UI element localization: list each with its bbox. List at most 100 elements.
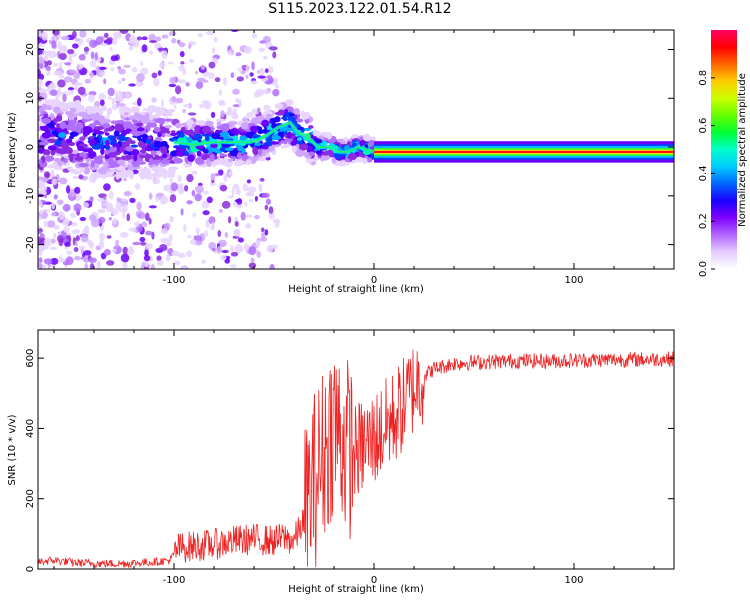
- noise-cell: [121, 77, 126, 82]
- noise-cell: [122, 262, 128, 269]
- noise-cell: [182, 266, 186, 269]
- noise-cell: [140, 241, 147, 246]
- noise-cell: [123, 64, 131, 68]
- noise-cell: [234, 229, 240, 237]
- spectral-cell: [326, 132, 333, 140]
- x-tick-label: -100: [163, 575, 186, 586]
- colorbar-label: Normalized spectral amplitude: [737, 73, 748, 227]
- spectral-cell: [93, 163, 100, 169]
- noise-cell: [182, 67, 187, 76]
- noise-cell: [263, 104, 271, 111]
- noise-cell: [251, 61, 255, 71]
- noise-cell: [88, 242, 95, 249]
- noise-cell: [237, 237, 244, 243]
- noise-cell: [163, 222, 171, 229]
- noise-cell: [38, 73, 45, 81]
- noise-cell: [50, 257, 59, 265]
- spectral-cell: [196, 150, 202, 157]
- noise-cell: [161, 49, 168, 59]
- spectral-cell: [147, 106, 157, 113]
- noise-cell: [200, 64, 206, 71]
- spectral-cell: [368, 139, 375, 147]
- spectral-cell: [232, 135, 239, 141]
- noise-cell: [52, 232, 57, 239]
- noise-cell: [110, 55, 118, 62]
- spectral-cell: [76, 103, 82, 110]
- noise-cell: [269, 264, 275, 269]
- spectral-cell: [209, 153, 215, 162]
- noise-cell: [136, 73, 145, 83]
- noise-cell: [232, 183, 240, 190]
- noise-cell: [157, 47, 166, 51]
- spectral-cell: [154, 155, 165, 160]
- spectral-cell: [82, 116, 92, 120]
- noise-cell: [46, 85, 51, 93]
- noise-cell: [165, 240, 172, 247]
- spectral-cell: [109, 136, 115, 141]
- noise-cell: [195, 81, 204, 90]
- noise-cell: [43, 238, 53, 247]
- spectral-cell: [303, 127, 311, 131]
- noise-cell: [56, 199, 64, 205]
- noise-cell: [78, 245, 86, 250]
- noise-cell: [139, 213, 146, 219]
- noise-cell: [211, 247, 216, 252]
- noise-cell: [268, 206, 274, 214]
- noise-cell: [69, 69, 77, 74]
- noise-cell: [109, 190, 114, 200]
- y-tick-label: 600: [25, 349, 36, 368]
- noise-cell: [97, 198, 105, 202]
- noise-cell: [100, 43, 108, 47]
- colorbar-tick-label: 0.6: [698, 118, 709, 134]
- noise-cell: [151, 72, 158, 79]
- spectral-cell: [97, 107, 104, 115]
- noise-cell: [220, 255, 227, 261]
- spectral-cell: [139, 161, 146, 165]
- noise-cell: [183, 185, 189, 192]
- spectral-cell: [58, 132, 67, 139]
- spectral-cell: [366, 157, 373, 163]
- noise-cell: [232, 88, 240, 95]
- noise-cell: [224, 232, 229, 238]
- spectral-cell: [160, 132, 166, 138]
- noise-cell: [258, 67, 265, 76]
- spectral-cell: [162, 153, 168, 158]
- spectral-cell: [234, 130, 240, 136]
- noise-cell: [195, 185, 204, 193]
- noise-cell: [265, 198, 272, 205]
- spectral-cell: [175, 151, 186, 157]
- spectral-cell: [112, 146, 118, 152]
- spectral-cell: [307, 145, 313, 151]
- spectral-cell: [219, 146, 228, 152]
- noise-cell: [51, 202, 56, 210]
- noise-cell: [53, 224, 60, 230]
- spectral-cell: [57, 127, 68, 135]
- noise-cell: [157, 260, 164, 266]
- noise-cell: [107, 96, 112, 101]
- colorbar-tick-label: 0.8: [698, 70, 709, 86]
- noise-cell: [230, 244, 234, 253]
- spectral-cell: [160, 107, 167, 111]
- noise-cell: [262, 192, 270, 199]
- noise-cell: [258, 47, 266, 52]
- spectral-cell: [102, 123, 111, 129]
- noise-cell: [38, 62, 44, 70]
- noise-cell: [49, 246, 58, 251]
- noise-cell: [117, 66, 122, 70]
- noise-cell: [171, 250, 180, 257]
- spectral-cell: [347, 153, 357, 160]
- spectral-cell: [215, 129, 222, 134]
- noise-cell: [240, 70, 246, 75]
- noise-cell: [178, 79, 187, 84]
- spectral-cell: [105, 139, 110, 147]
- spectral-cell: [255, 142, 262, 147]
- spectral-cell: [160, 159, 170, 165]
- y-tick-label: 20: [25, 43, 36, 56]
- noise-cell: [74, 241, 78, 247]
- spectral-cell: [114, 123, 123, 132]
- spectral-cell: [126, 122, 134, 129]
- noise-cell: [66, 185, 71, 194]
- noise-cell: [180, 208, 184, 216]
- spectral-cell: [280, 145, 288, 149]
- noise-cell: [43, 50, 52, 55]
